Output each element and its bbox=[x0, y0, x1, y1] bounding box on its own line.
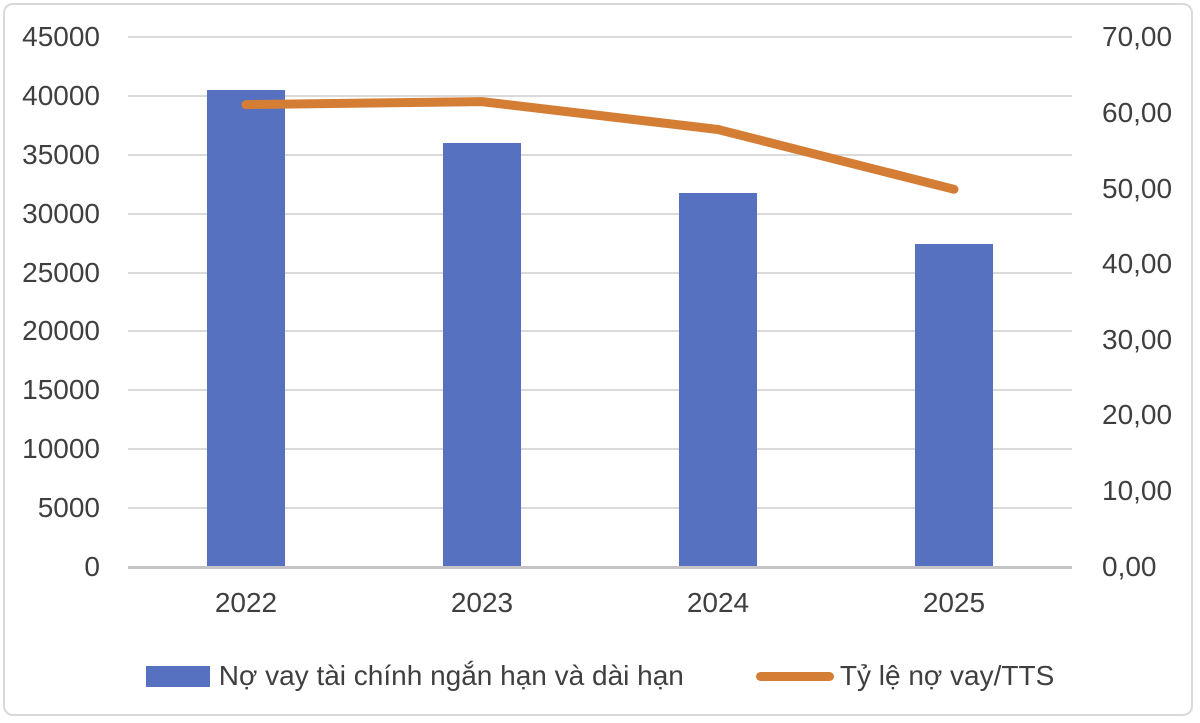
left-axis-tick-label: 15000 bbox=[22, 374, 100, 406]
left-axis-tick-label: 5000 bbox=[37, 491, 100, 523]
gridline bbox=[128, 330, 1072, 333]
legend: Nợ vay tài chính ngắn hạn và dài hạn Tỷ … bbox=[0, 660, 1200, 692]
legend-label-ratio: Tỷ lệ nợ vay/TTS bbox=[839, 660, 1055, 691]
bar-series-swatch-icon bbox=[145, 665, 210, 687]
legend-label-debt: Nợ vay tài chính ngắn hạn và dài hạn bbox=[218, 660, 684, 691]
legend-item-debt-ratio-line: Tỷ lệ nợ vay/TTS bbox=[755, 660, 1055, 692]
left-axis-tick-label: 10000 bbox=[22, 432, 100, 464]
left-axis-tick-label: 20000 bbox=[22, 315, 100, 347]
right-axis-tick-label: 50,00 bbox=[1102, 172, 1173, 204]
left-axis-tick-label: 45000 bbox=[22, 21, 100, 53]
legend-item-debt-bars: Nợ vay tài chính ngắn hạn và dài hạn bbox=[145, 660, 684, 692]
left-axis-tick-label: 40000 bbox=[22, 80, 100, 112]
gridline bbox=[128, 36, 1072, 39]
bar-2022 bbox=[207, 90, 285, 567]
x-axis-category-label: 2023 bbox=[450, 587, 514, 618]
left-axis-tick-label: 30000 bbox=[22, 197, 100, 229]
gridline bbox=[128, 447, 1072, 450]
left-axis-tick-label: 0 bbox=[84, 550, 100, 582]
right-axis-tick-label: 40,00 bbox=[1102, 248, 1173, 280]
x-axis-category-label: 2024 bbox=[686, 587, 750, 618]
left-axis-tick-label: 25000 bbox=[22, 256, 100, 288]
gridline bbox=[128, 95, 1072, 98]
x-axis-category-label: 2022 bbox=[214, 587, 278, 618]
gridline bbox=[128, 212, 1072, 215]
right-axis-tick-label: 60,00 bbox=[1102, 96, 1173, 128]
gridline bbox=[128, 389, 1072, 392]
x-axis-category-label: 2025 bbox=[922, 587, 986, 618]
x-axis-line bbox=[128, 565, 1072, 569]
gridline bbox=[128, 271, 1072, 274]
bar-2025 bbox=[915, 244, 993, 567]
right-axis-tick-label: 20,00 bbox=[1102, 399, 1173, 431]
right-axis-tick-label: 0,00 bbox=[1102, 550, 1157, 582]
bar-2023 bbox=[443, 143, 521, 567]
right-axis-tick-label: 30,00 bbox=[1102, 323, 1173, 355]
line-series-swatch-icon bbox=[755, 671, 834, 681]
right-axis-tick-label: 70,00 bbox=[1102, 21, 1173, 53]
left-axis-tick-label: 35000 bbox=[22, 138, 100, 170]
gridline bbox=[128, 506, 1072, 509]
bar-2024 bbox=[679, 192, 757, 567]
right-axis-tick-label: 10,00 bbox=[1102, 474, 1173, 506]
